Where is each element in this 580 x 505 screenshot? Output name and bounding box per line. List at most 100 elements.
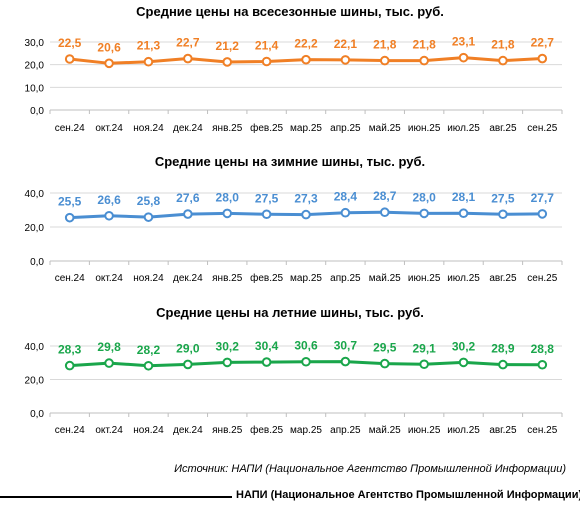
- y-tick-label: 0,0: [30, 257, 44, 268]
- data-point: [64, 54, 75, 64]
- data-point: [340, 356, 351, 367]
- data-point: [537, 53, 548, 64]
- y-tick-label: 10,0: [25, 83, 45, 94]
- data-point: [379, 207, 390, 218]
- data-label: 22,7: [176, 36, 200, 50]
- data-label: 27,3: [294, 192, 318, 206]
- data-point: [498, 55, 508, 66]
- data-label: 27,5: [255, 191, 279, 205]
- y-tick-label: 20,0: [25, 223, 45, 234]
- x-tick-label: авг.25: [489, 425, 517, 436]
- data-label: 28,0: [216, 190, 240, 204]
- x-tick-label: ноя.24: [133, 273, 164, 284]
- x-tick-label: ноя.24: [133, 123, 164, 134]
- data-label: 25,8: [137, 194, 161, 208]
- data-point: [340, 207, 351, 218]
- data-label: 21,8: [491, 38, 515, 52]
- x-tick-label: июл.25: [447, 425, 480, 436]
- x-tick-label: окт.24: [95, 273, 123, 284]
- source-note: Источник: НАПИ (Национальное Агентство П…: [174, 463, 566, 475]
- data-label: 30,2: [452, 339, 476, 353]
- data-point: [143, 360, 154, 371]
- data-point: [143, 56, 154, 67]
- x-tick-label: мар.25: [290, 425, 322, 436]
- x-tick-label: мар.25: [290, 273, 322, 284]
- x-tick-label: апр.25: [330, 123, 361, 134]
- x-tick-label: июн.25: [408, 425, 441, 436]
- x-tick-label: окт.24: [95, 425, 123, 436]
- x-tick-label: сен.24: [55, 273, 85, 284]
- x-tick-label: окт.24: [95, 123, 123, 134]
- x-tick-label: дек.24: [173, 425, 203, 436]
- x-tick-label: дек.24: [173, 123, 203, 134]
- footer-text: НАПИ (Национальное Агентство Промышленно…: [232, 489, 580, 501]
- data-point: [498, 359, 508, 370]
- chart-title: Средние цены на зимние шины, тыс. руб.: [155, 154, 425, 169]
- x-tick-label: сен.25: [527, 273, 557, 284]
- chart-title: Средние цены на всесезонные шины, тыс. р…: [136, 4, 444, 19]
- x-tick-label: дек.24: [173, 273, 203, 284]
- data-label: 21,3: [137, 39, 161, 53]
- data-point: [64, 212, 75, 223]
- chart-title: Средние цены на летние шины, тыс. руб.: [156, 305, 424, 320]
- data-label: 27,6: [176, 191, 200, 205]
- x-tick-label: июл.25: [447, 273, 480, 284]
- data-point: [419, 208, 429, 219]
- x-tick-label: ноя.24: [133, 425, 164, 436]
- data-label: 29,0: [176, 341, 200, 355]
- data-label: 22,5: [58, 36, 82, 50]
- chart-1: Средние цены на всесезонные шины, тыс. р…: [25, 4, 563, 134]
- data-label: 22,1: [334, 37, 358, 51]
- x-tick-label: авг.25: [489, 123, 517, 134]
- data-label: 28,2: [137, 343, 161, 357]
- data-point: [222, 357, 233, 368]
- data-point: [301, 54, 311, 65]
- data-point: [261, 56, 272, 67]
- data-label: 28,3: [58, 343, 82, 357]
- data-label: 28,1: [452, 190, 476, 204]
- data-label: 30,7: [334, 339, 358, 353]
- data-point: [301, 209, 311, 220]
- data-point: [301, 356, 311, 367]
- y-tick-label: 40,0: [25, 342, 45, 353]
- data-point: [183, 53, 193, 64]
- data-label: 30,4: [255, 339, 279, 353]
- x-tick-label: апр.25: [330, 425, 361, 436]
- data-point: [183, 209, 193, 219]
- x-tick-label: фев.25: [250, 272, 283, 284]
- data-point: [104, 58, 114, 69]
- data-label: 22,7: [531, 36, 555, 50]
- data-point: [261, 357, 272, 367]
- x-tick-label: авг.25: [489, 273, 517, 284]
- data-point: [183, 359, 193, 370]
- data-point: [222, 208, 233, 219]
- data-point: [104, 358, 114, 368]
- data-label: 21,8: [412, 38, 436, 52]
- data-point: [419, 55, 429, 66]
- data-point: [537, 209, 548, 219]
- data-label: 27,5: [491, 191, 515, 205]
- x-tick-label: фев.25: [250, 122, 283, 134]
- data-point: [419, 359, 429, 370]
- y-tick-label: 30,0: [25, 38, 45, 49]
- data-point: [261, 209, 272, 220]
- x-tick-label: май.25: [369, 425, 401, 436]
- x-tick-label: июн.25: [408, 123, 441, 134]
- data-point: [498, 209, 508, 220]
- chart-2: Средние цены на зимние шины, тыс. руб. 0,…: [25, 154, 563, 284]
- x-tick-label: сен.25: [527, 123, 557, 134]
- footer-line-left: [0, 496, 232, 498]
- x-tick-label: апр.25: [330, 273, 361, 284]
- data-label: 26,6: [97, 193, 121, 207]
- y-tick-label: 0,0: [30, 106, 44, 117]
- data-label: 29,8: [97, 340, 121, 354]
- chart-3: Средние цены на летние шины, тыс. руб. 0,…: [25, 305, 563, 436]
- data-label: 20,6: [97, 40, 121, 54]
- x-tick-label: июн.25: [408, 273, 441, 284]
- x-tick-label: мар.25: [290, 123, 322, 134]
- data-label: 23,1: [452, 35, 476, 49]
- x-tick-label: май.25: [369, 273, 401, 284]
- footer-bar: НАПИ (Национальное Агентство Промышленно…: [0, 489, 580, 503]
- data-label: 29,1: [412, 341, 436, 355]
- data-point: [143, 212, 154, 222]
